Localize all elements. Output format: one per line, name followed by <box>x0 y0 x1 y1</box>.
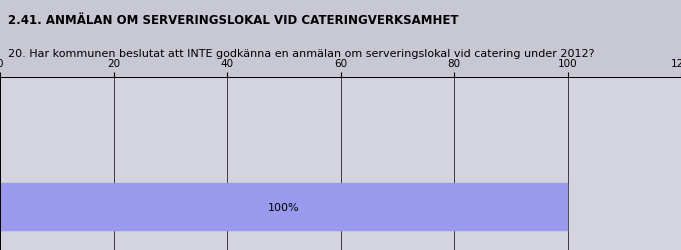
Text: 20. Har kommunen beslutat att INTE godkänna en anmälan om serveringslokal vid ca: 20. Har kommunen beslutat att INTE godkä… <box>8 48 595 58</box>
Text: 2.41. ANMÄLAN OM SERVERINGSLOKAL VID CATERINGVERKSAMHET: 2.41. ANMÄLAN OM SERVERINGSLOKAL VID CAT… <box>8 14 459 27</box>
Text: 100%: 100% <box>268 202 300 212</box>
Bar <box>0 184 567 231</box>
